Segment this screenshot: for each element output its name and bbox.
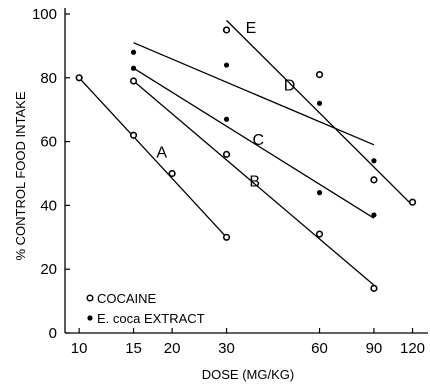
cocaine-point: [315, 71, 324, 79]
cocaine-point: [75, 74, 83, 82]
x-tick-label: 90: [366, 340, 383, 357]
y-tick-label: 60: [40, 134, 57, 151]
cocaine-point: [129, 77, 138, 85]
y-tick-label: 0: [49, 325, 57, 342]
x-ticks: 10 15 20 30 60 90 120: [71, 328, 425, 357]
y-ticks: 0 20 40 60 80 100: [32, 6, 70, 342]
coca-extract-point: [371, 158, 377, 164]
legend-open-circle-marker: [86, 294, 94, 302]
y-tick-label: 100: [32, 6, 57, 23]
legend-filled-dot-marker: [87, 315, 93, 321]
fit-lines: A B C D E: [78, 19, 413, 286]
legend-label-cocaine: COCAINE: [97, 291, 157, 306]
y-tick-label: 80: [40, 70, 57, 87]
x-tick-label: 60: [311, 340, 328, 357]
fit-line-label-c: C: [252, 132, 264, 149]
x-tick-label: 10: [71, 340, 88, 357]
y-tick-label: 20: [40, 261, 57, 278]
fit-line-label-b: B: [249, 173, 260, 190]
coca-extract-point: [223, 62, 230, 68]
x-tick-label: 20: [164, 340, 181, 357]
coca-extract-point: [316, 190, 323, 196]
cocaine-point: [222, 233, 231, 241]
coca-extract-point: [130, 49, 137, 55]
fit-line-label-e: E: [246, 20, 257, 37]
legend: COCAINE E. coca EXTRACT: [86, 291, 205, 326]
y-axis: 0 20 40 60 80 100: [32, 6, 70, 342]
x-axis: 10 15 20 30 60 90 120: [65, 328, 428, 357]
coca-extract-point: [371, 212, 377, 218]
y-axis-title: % CONTROL FOOD INTAKE: [13, 91, 28, 260]
x-axis-title: DOSE (MG/KG): [202, 367, 294, 382]
x-tick-label: 120: [400, 340, 425, 357]
x-tick-label: 15: [125, 340, 142, 357]
fit-line-b: [133, 80, 375, 286]
cocaine-point: [408, 198, 417, 206]
fit-line-a: [78, 77, 228, 238]
fit-line-label-a: A: [156, 145, 167, 162]
fit-line-e: [226, 19, 413, 206]
x-tick-label: 30: [218, 340, 235, 357]
cocaine-point: [370, 284, 378, 292]
cocaine-point: [315, 230, 324, 238]
coca-extract-point: [130, 65, 137, 71]
data-markers: [75, 26, 417, 292]
cocaine-point: [222, 150, 231, 158]
cocaine-point: [168, 169, 176, 178]
cocaine-point: [370, 176, 378, 184]
cocaine-point: [129, 131, 138, 139]
fit-line-c: [133, 67, 375, 219]
legend-label-coca-extract: E. coca EXTRACT: [97, 311, 205, 326]
coca-extract-point: [316, 100, 323, 106]
fit-line-label-d: D: [284, 78, 296, 95]
fit-line-d: [133, 42, 375, 146]
y-tick-label: 40: [40, 197, 57, 214]
cocaine-point: [222, 26, 231, 34]
coca-extract-point: [223, 116, 230, 122]
